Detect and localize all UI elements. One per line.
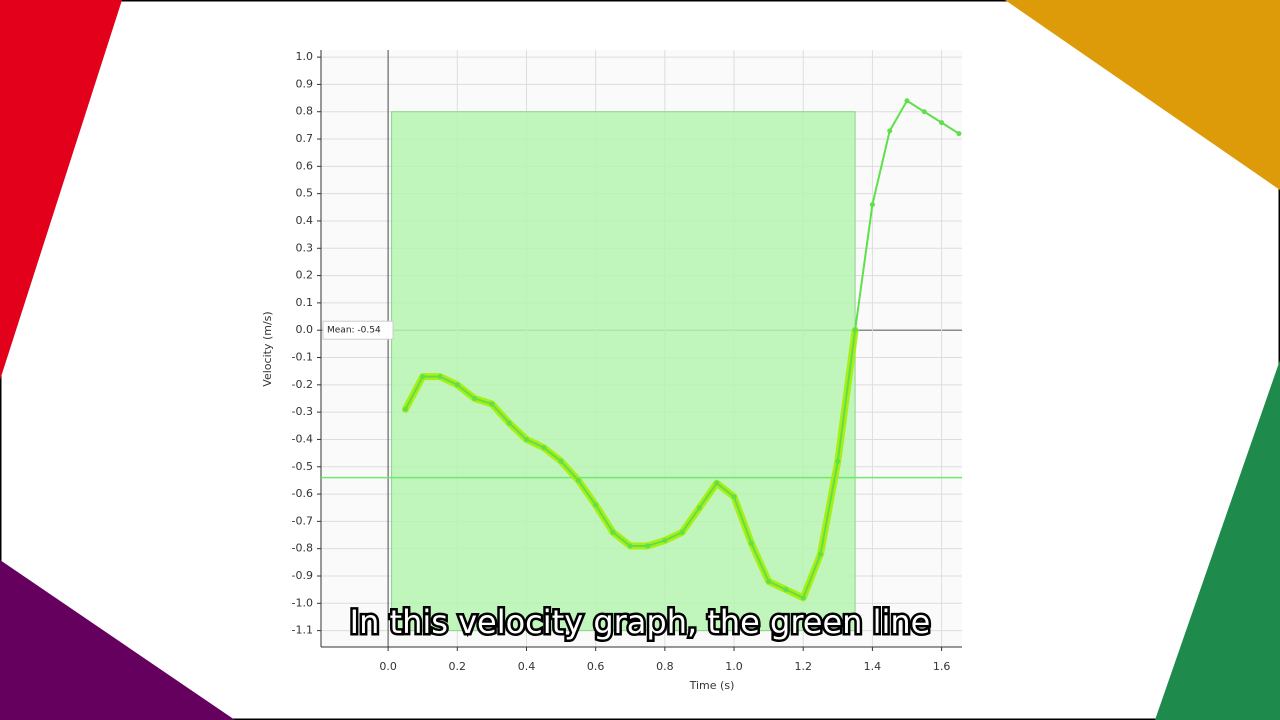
y-tick-label: -0.7 (292, 514, 313, 527)
point (420, 374, 426, 380)
point (887, 128, 893, 134)
point (696, 505, 702, 511)
y-tick-label: 0.4 (296, 214, 314, 227)
y-tick-label: 0.5 (296, 187, 314, 200)
y-tick-label: -0.4 (292, 432, 313, 445)
y-tick-label: -0.8 (292, 542, 313, 555)
x-tick-label: 0.8 (656, 660, 674, 673)
corner-purple (0, 560, 235, 720)
y-tick-label: 0.1 (296, 296, 314, 309)
x-axis-label: Time (s) (689, 679, 735, 692)
point (558, 458, 564, 464)
chart: -1.1 -1.0 -0.9 -0.8 -0.7 -0.6 -0.5 -0.4 -0.3 -0.2… (292, 50, 962, 673)
selection-region (391, 111, 856, 632)
point (437, 374, 443, 380)
x-tick-label: 0.6 (587, 660, 605, 673)
x-tick-label: 0.2 (449, 660, 467, 673)
y-tick-label: 0.3 (296, 241, 314, 254)
point (852, 327, 858, 333)
mean-label-box (322, 320, 394, 340)
mean-label: Mean: -0.54 (327, 326, 381, 336)
x-tick-label: 1.4 (864, 660, 882, 673)
x-tick-label: 1.2 (794, 660, 812, 673)
point (766, 578, 772, 584)
point (523, 436, 529, 442)
point (818, 551, 824, 557)
point (610, 529, 616, 535)
x-tick-label: 0.0 (379, 660, 397, 673)
point (489, 401, 495, 407)
point (748, 540, 754, 546)
point (662, 537, 668, 543)
point (869, 202, 875, 208)
point (783, 587, 789, 593)
point (645, 543, 651, 549)
y-tick-label: -1.1 (292, 624, 313, 637)
caption: In this velocity graph, the green line (350, 603, 931, 641)
y-tick-label: 0.8 (296, 105, 314, 118)
y-tick-label: -1.0 (292, 596, 313, 609)
point (800, 595, 806, 601)
y-tick-label: 0.6 (296, 159, 314, 172)
x-tick-label: 1.0 (725, 660, 743, 673)
point (921, 109, 927, 115)
corner-gold (1005, 0, 1280, 190)
point (506, 420, 512, 426)
y-tick-label: 0.0 (296, 323, 314, 336)
y-tick-label: 0.7 (296, 132, 314, 145)
point (593, 502, 599, 508)
point (835, 458, 841, 464)
point (454, 382, 460, 388)
point (627, 543, 633, 549)
point (904, 98, 910, 104)
y-tick-label: -0.1 (292, 351, 313, 364)
point (541, 445, 547, 451)
y-tick-label: 0.9 (296, 77, 314, 90)
point (939, 120, 945, 126)
y-tick-label: 1.0 (296, 50, 314, 63)
y-tick-label: -0.3 (292, 405, 313, 418)
y-tick-label: -0.9 (292, 569, 313, 582)
point (714, 480, 720, 486)
y-tick-label: -0.5 (292, 460, 313, 473)
y-axis-label: Velocity (m/s) (261, 311, 274, 386)
x-tick-label: 0.4 (518, 660, 536, 673)
point (731, 494, 737, 500)
point (956, 131, 962, 137)
point (575, 477, 581, 483)
point (679, 529, 685, 535)
point (472, 395, 478, 401)
corner-green (1155, 360, 1280, 720)
y-tick-label: 0.2 (296, 269, 314, 282)
y-tick-label: -0.6 (292, 487, 313, 500)
corner-red (0, 0, 122, 380)
point (402, 406, 408, 412)
y-tick-label: -0.2 (292, 378, 313, 391)
x-tick-label: 1.6 (933, 660, 951, 673)
